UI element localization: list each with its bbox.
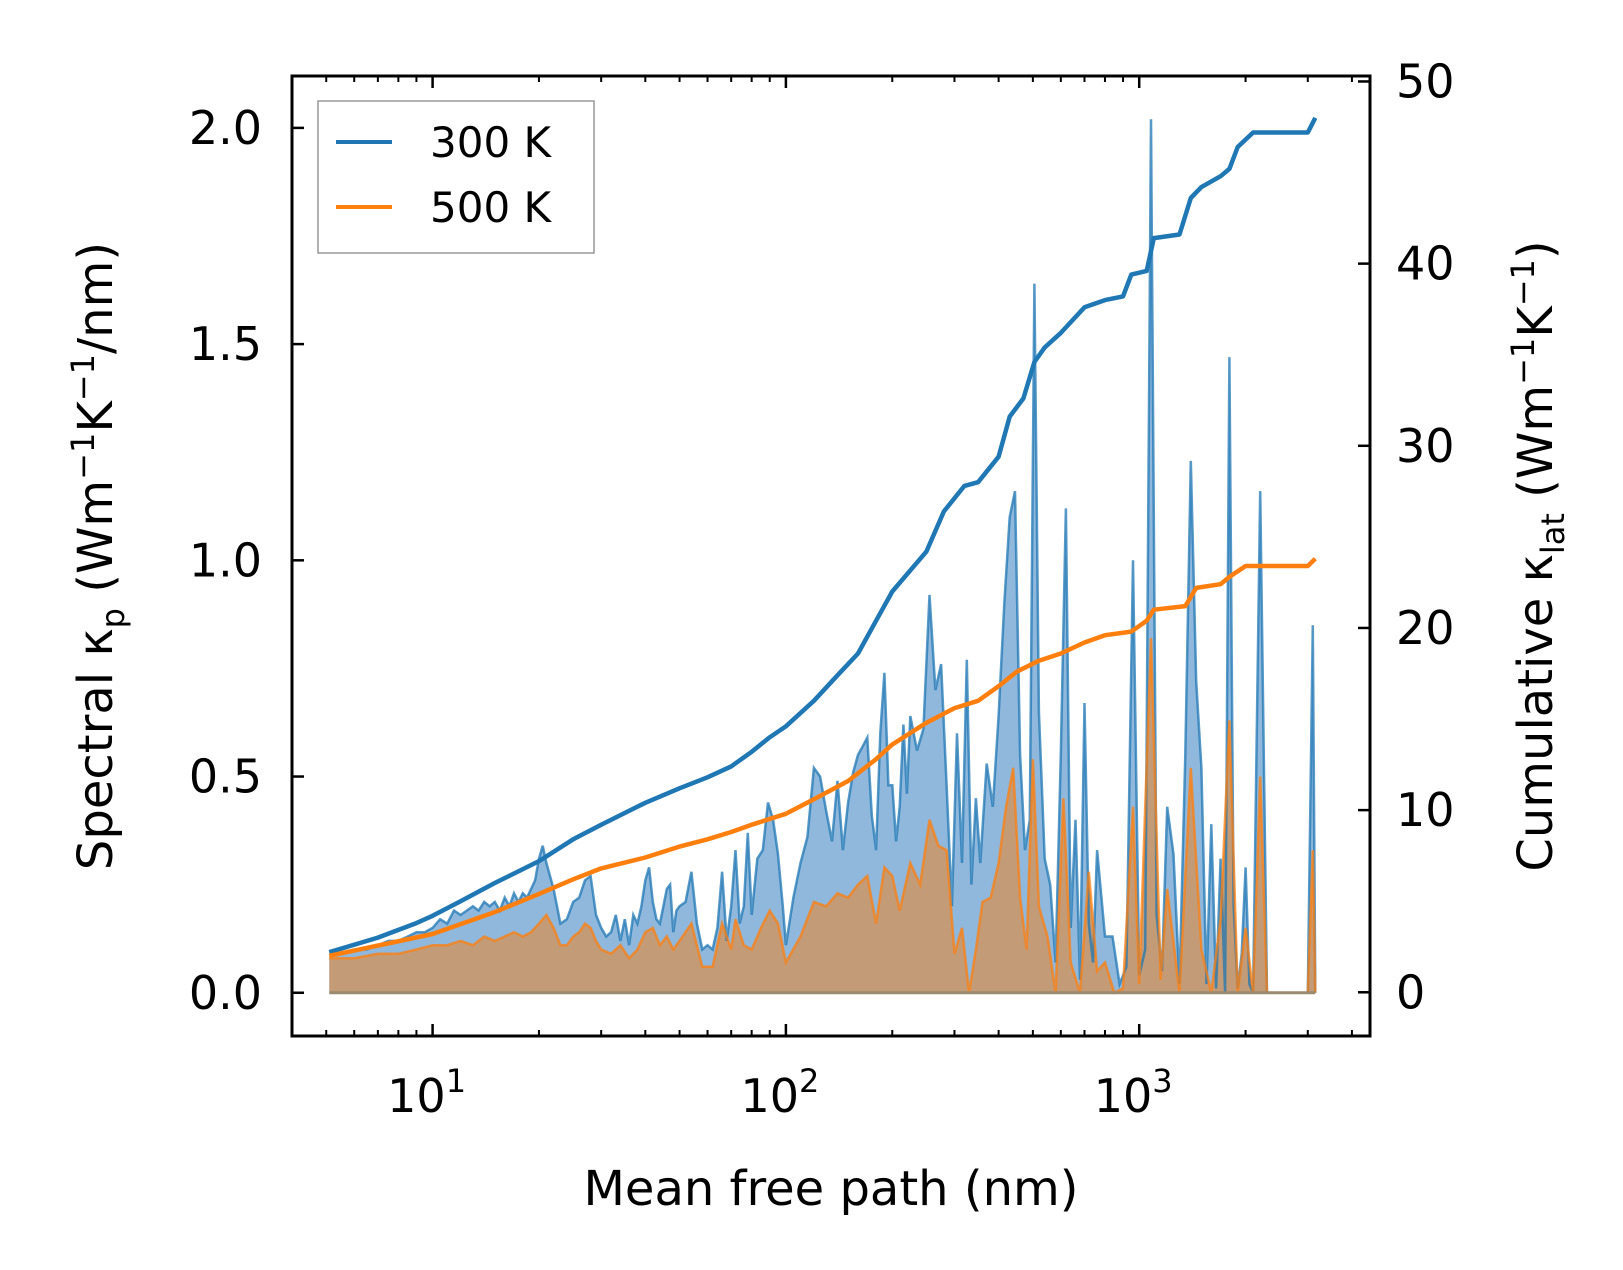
cumulative-lines <box>328 116 1318 959</box>
plot-frame <box>290 74 1372 1038</box>
legend-box <box>317 100 595 254</box>
legend-label-500k: 500 K <box>430 183 553 232</box>
cumulative-line-500k <box>328 557 1317 959</box>
y-right-tick-label: 0 <box>1396 965 1425 1019</box>
x-tick-label: 103 <box>1094 1062 1173 1123</box>
x-tick-label: 102 <box>740 1062 819 1123</box>
spectral-line-500k <box>329 638 1317 995</box>
y-left-tick-label: 1.0 <box>189 533 262 587</box>
y-right-tick-label: 30 <box>1396 419 1455 473</box>
y-left-tick-label: 0.5 <box>189 750 262 804</box>
axis-ticks: 101 102 103 0.0 0.5 1.0 1.5 2.0 0 10 20 30 40 50 <box>189 54 1455 1123</box>
legend: 300 K 500 K <box>317 100 595 254</box>
x-axis-label: Mean free path (nm) <box>584 1161 1079 1217</box>
y-left-axis-label: Spectral κp (Wm−1K−1/nm) <box>64 242 132 870</box>
y-right-tick-label: 40 <box>1396 237 1455 291</box>
y-right-axis-label: Cumulative κlat (Wm−1K−1) <box>1504 240 1572 871</box>
y-right-tick-label: 50 <box>1396 54 1455 108</box>
cumulative-line-300k <box>328 116 1318 955</box>
y-right-tick-label: 20 <box>1396 601 1455 655</box>
y-left-tick-label: 2.0 <box>189 101 262 155</box>
legend-label-300k: 300 K <box>430 118 553 167</box>
y-right-tick-label: 10 <box>1396 783 1455 837</box>
y-left-tick-label: 1.5 <box>189 317 262 371</box>
y-left-tick-label: 0.0 <box>189 966 262 1020</box>
x-tick-label: 101 <box>387 1062 466 1123</box>
